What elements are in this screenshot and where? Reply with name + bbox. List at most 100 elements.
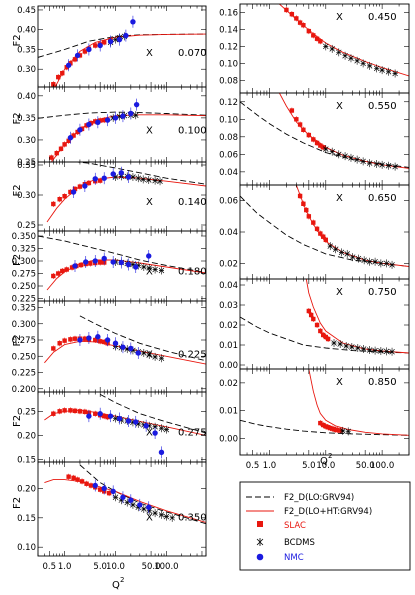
panel-frame-p12 [239, 368, 410, 456]
nmc-point-p4-2 [92, 258, 98, 264]
nmc-point-p3-0 [70, 189, 77, 195]
nmc-point-p2-3 [95, 119, 101, 125]
ytick-label-p11-2: 0.02 [219, 321, 238, 331]
bcdms-point-p9-11 [392, 163, 398, 170]
slac-point-p11-1 [308, 312, 314, 318]
panel-p12-plot [240, 369, 409, 436]
x-annot-value-p10: 0.650 [368, 193, 397, 204]
legend: F2_D(LO:GRV94) F2_D(LO+HT:GRV94) SLAC BC… [239, 481, 411, 571]
slac-point-p2-11 [97, 118, 103, 123]
nmc-point-p7-2 [110, 488, 116, 495]
bcdms-point-p9-8 [373, 161, 380, 167]
slac-point-p9-4 [306, 132, 312, 138]
ytick-label-p8-2: 0.12 [219, 42, 238, 52]
slac-point-p9-0 [289, 108, 295, 113]
slac-point-p10-7 [321, 234, 326, 239]
slac-point-p5-9 [97, 339, 103, 344]
slac-point-p12-8 [335, 427, 340, 433]
x-annot-value-p8: 0.450 [368, 12, 397, 23]
nmc-point-p4-7 [133, 264, 139, 270]
bcdms-point-p11-1 [337, 341, 343, 347]
x-annot-label-p10: X [336, 193, 343, 204]
nmc-point-p5-5 [120, 344, 126, 350]
ytick-label-p4-2: 0.300 [12, 257, 36, 267]
x-annot-value-p12: 0.850 [368, 377, 397, 388]
slac-point-p4-1 [56, 271, 61, 276]
nmc-point-p2-2 [86, 121, 92, 128]
y-axis-label-p2: F2 [12, 112, 23, 124]
bcdms-point-p8-0 [323, 43, 329, 50]
ytick-label-p11-3: 0.01 [219, 341, 238, 351]
slac-point-p9-8 [321, 145, 326, 150]
bcdms-point-p9-1 [329, 148, 335, 155]
bcdms-point-p10-0 [327, 243, 333, 249]
bcdms-point-p10-2 [338, 249, 345, 256]
slac-point-p7-3 [79, 479, 85, 484]
nmc-point-p4-3 [101, 255, 107, 262]
slac-point-p10-3 [306, 214, 312, 219]
slac-point-p7-4 [84, 481, 89, 486]
slac-point-p9-5 [311, 137, 316, 142]
slac-point-p10-1 [301, 201, 306, 206]
bcdms-point-p10-3 [344, 251, 350, 257]
slac-point-p6-5 [77, 409, 83, 414]
x-annot-value-p9: 0.550 [368, 101, 397, 112]
x-axis-title-right: Q 2 [320, 452, 332, 467]
ytick-label-p9-3: 0.06 [219, 150, 238, 160]
x-annot-label-p8: X [336, 12, 343, 23]
slac-point-p4-4 [69, 265, 75, 270]
bcdms-point-p8-7 [366, 63, 373, 69]
slac-point-p1-5 [72, 57, 78, 62]
slac-point-p6-3 [68, 408, 73, 413]
slac-point-p8-0 [284, 7, 289, 13]
bcdms-point-p8-10 [385, 69, 392, 75]
ytick-label-p2-1: 0.35 [17, 114, 36, 124]
ytick-label-p10-1: 0.04 [219, 228, 238, 238]
panel-p4-plot [38, 235, 206, 291]
slac-point-p8-1 [289, 11, 295, 17]
legend-marker-slac [257, 521, 263, 527]
ytick-label-p11-4: 0.00 [219, 361, 238, 371]
nmc-point-p7-1 [101, 485, 107, 492]
slac-point-p6-2 [62, 408, 67, 413]
panel-p7-plot [44, 464, 206, 525]
bcdms-point-p12-0 [339, 428, 346, 434]
slac-point-p8-6 [311, 33, 316, 38]
legend-marker-nmc [256, 553, 264, 561]
slac-point-p5-0 [51, 346, 56, 351]
panel-p10: 0.06 0.04 0.02 X 0.650 [219, 184, 410, 280]
slac-point-p8-4 [301, 22, 306, 28]
bcdms-point-p10-7 [366, 259, 373, 265]
ytick-label-p7-2: 0.10 [17, 543, 36, 553]
slac-point-p2-5 [71, 133, 76, 138]
ytick-label-p5-4: 0.225 [12, 369, 36, 379]
slac-point-p4-0 [51, 273, 56, 279]
bcdms-point-p9-9 [379, 162, 385, 168]
nmc-point-p1-2 [86, 46, 92, 53]
slac-point-p5-3 [68, 337, 73, 342]
bcdms-point-p8-9 [379, 67, 385, 73]
panel-p6: 0.25 0.20 0.15 F2 X 0.275 [12, 391, 207, 466]
bcdms-point-p11-7 [372, 347, 378, 354]
panel-p12: 0.02 0.01 0.00 X 0.850 [219, 368, 410, 456]
panel-p1-plot [38, 15, 206, 87]
slac-point-p7-1 [71, 475, 76, 481]
legend-label-nmc: NMC [284, 553, 304, 563]
curve-lo-p6 [99, 394, 206, 434]
slac-point-p9-6 [314, 140, 320, 146]
panel-p4: 0.350 0.325 0.300 0.275 0.250 0.225 F2 X 0.180 [12, 230, 207, 305]
curve-loht-p12 [308, 369, 409, 436]
panel-p6-plot [44, 394, 206, 459]
nmc-point-p2-5 [112, 115, 119, 121]
nmc-point-p7-4 [128, 497, 134, 503]
bcdms-point-p7-5 [141, 506, 147, 512]
ytick-label-p5-5: 0.200 [12, 385, 36, 395]
ytick-label-p8-0: 0.16 [219, 8, 238, 18]
slac-point-p4-6 [78, 262, 84, 268]
legend-label-loht: F2_D(LO+HT:GRV94) [284, 507, 372, 517]
slac-point-p7-2 [75, 477, 80, 482]
ytick-label-p8-1: 0.14 [219, 25, 238, 35]
ytick-label-p6-2: 0.15 [17, 456, 36, 466]
ytick-label-p9-0: 0.12 [219, 98, 238, 108]
y-axis-label-p3: F2 [12, 184, 23, 196]
